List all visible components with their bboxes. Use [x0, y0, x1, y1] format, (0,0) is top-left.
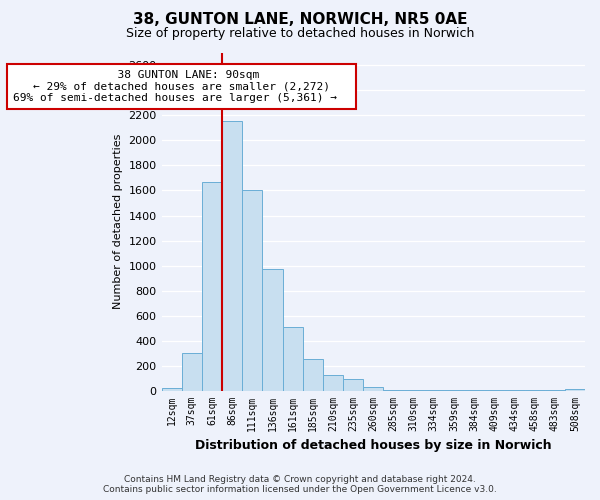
Bar — [444, 390, 464, 391]
Bar — [545, 390, 565, 391]
Bar — [323, 375, 343, 391]
Y-axis label: Number of detached properties: Number of detached properties — [113, 134, 123, 310]
Bar — [383, 390, 404, 391]
Text: Contains HM Land Registry data © Crown copyright and database right 2024.
Contai: Contains HM Land Registry data © Crown c… — [103, 474, 497, 494]
Bar — [161, 388, 182, 391]
Text: Size of property relative to detached houses in Norwich: Size of property relative to detached ho… — [126, 28, 474, 40]
Bar — [524, 390, 545, 391]
Bar — [363, 386, 383, 391]
X-axis label: Distribution of detached houses by size in Norwich: Distribution of detached houses by size … — [195, 440, 551, 452]
Bar — [262, 270, 283, 391]
Bar — [505, 390, 524, 391]
Bar — [404, 390, 424, 391]
Bar — [565, 388, 585, 391]
Bar — [424, 390, 444, 391]
Bar — [202, 182, 222, 391]
Bar — [464, 390, 484, 391]
Text: 38 GUNTON LANE: 90sqm
← 29% of detached houses are smaller (2,272)
69% of semi-d: 38 GUNTON LANE: 90sqm ← 29% of detached … — [13, 70, 350, 103]
Bar — [242, 190, 262, 391]
Bar — [343, 378, 363, 391]
Bar — [303, 359, 323, 391]
Bar — [222, 122, 242, 391]
Bar — [182, 354, 202, 391]
Text: 38, GUNTON LANE, NORWICH, NR5 0AE: 38, GUNTON LANE, NORWICH, NR5 0AE — [133, 12, 467, 28]
Bar — [283, 327, 303, 391]
Bar — [484, 390, 505, 391]
